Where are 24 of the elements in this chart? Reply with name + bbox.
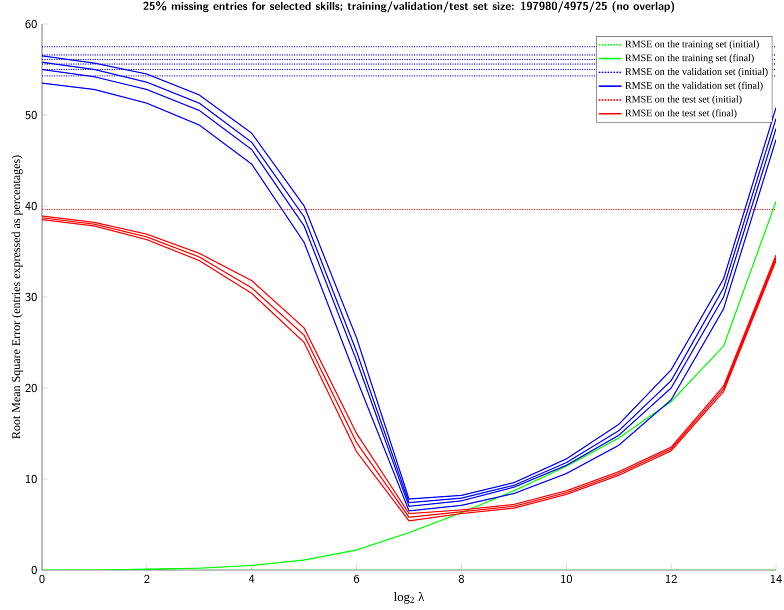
y-axis-title: Root Mean Square Error (entries expressed as percentages) [12, 155, 23, 439]
y-tick-label: 50 [25, 110, 37, 120]
y-tick-label: 10 [26, 474, 37, 484]
y-tick-label: 40 [25, 202, 37, 210]
x-axis-title: log$_{2}$ λ [394, 592, 424, 604]
chart-title: 25% missing entries for selected skills; training/validation/test set size: 197980/4975/25 (no overlap) [143, 1, 674, 13]
x-tick-label: 10 [561, 574, 572, 584]
legend-label: RMSE on the test set (final) [625, 109, 737, 118]
x-tick-label: 6 [354, 574, 360, 584]
x-tick-label: 0 [39, 574, 45, 584]
series-label: RMSE on the validation set (initial) [625, 68, 768, 77]
y-tick-label: 20 [25, 384, 37, 392]
x-tick-label: 4 [248, 574, 254, 583]
legend-label: RMSE on the training set (final) [625, 54, 754, 64]
y-tick-label: 30 [25, 292, 37, 302]
x-tick-label: 12 [666, 574, 677, 583]
legend-label: RMSE on the training set (initial) [625, 40, 759, 50]
y-tick-label: 60 [25, 20, 37, 28]
legend-label: RMSE on the validation set (final) [625, 82, 763, 91]
x-tick-label: 14 [770, 574, 782, 583]
legend-label: RMSE on the test set (initial) [625, 95, 742, 105]
y-tick-label: 0 [32, 566, 37, 574]
x-tick-label: 2 [144, 574, 150, 583]
x-tick-label: 8 [458, 574, 464, 584]
